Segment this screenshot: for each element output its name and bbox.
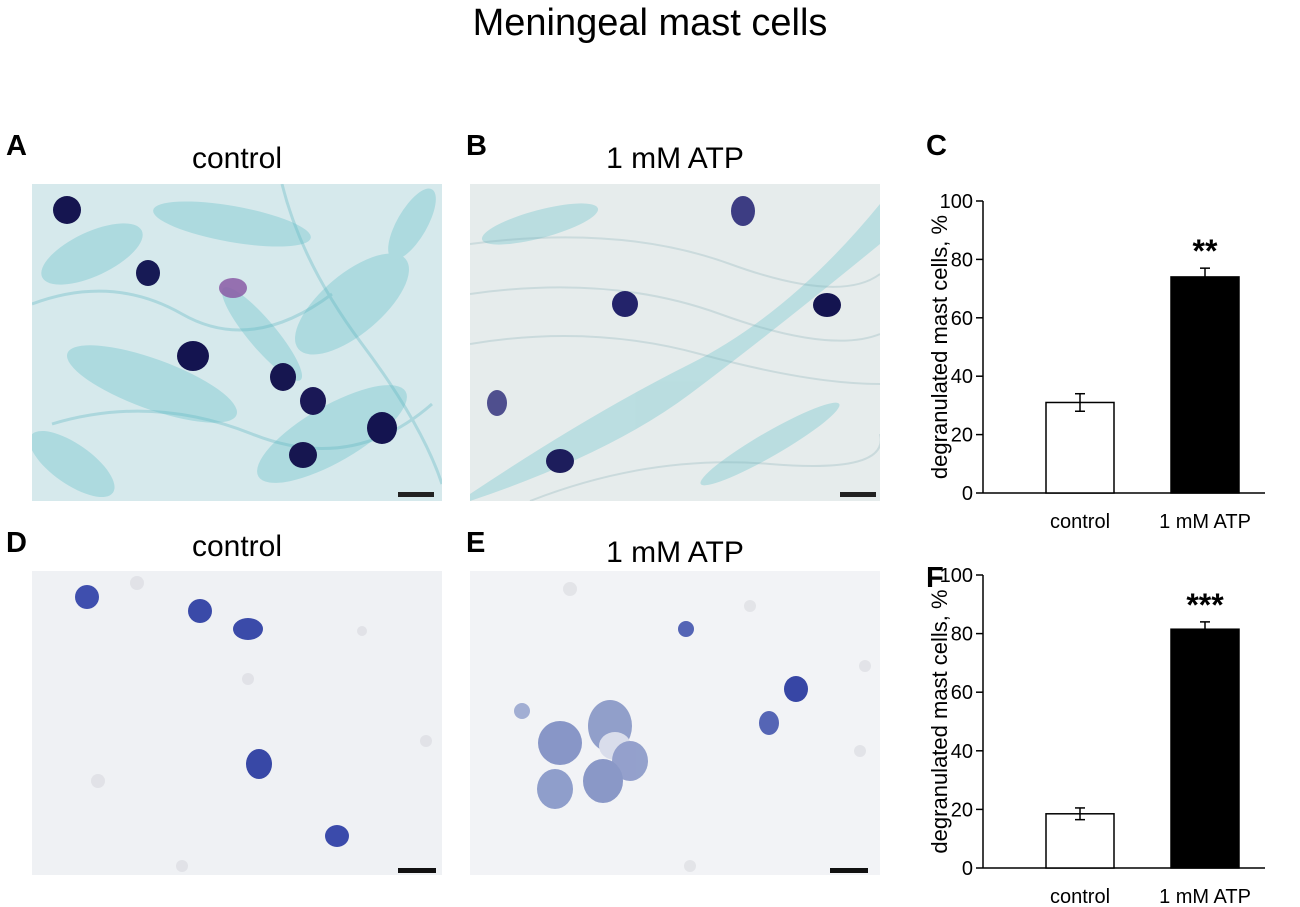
panel-label-c: C bbox=[926, 130, 947, 162]
bar bbox=[1170, 276, 1240, 494]
degranulated-mast-cell bbox=[612, 741, 648, 781]
mast-cells-a bbox=[53, 196, 397, 468]
mast-cell bbox=[487, 390, 507, 416]
figure-title: Meningeal mast cells bbox=[472, 2, 828, 44]
y-tick-label: 60 bbox=[951, 682, 973, 704]
mast-cell bbox=[612, 291, 638, 317]
scale-bar bbox=[398, 492, 434, 497]
bar bbox=[1170, 628, 1240, 869]
mast-cell bbox=[325, 825, 349, 847]
y-tick-label: 0 bbox=[962, 858, 973, 880]
degranulated-mast-cell bbox=[219, 278, 247, 298]
panel-label-a: A bbox=[6, 130, 27, 162]
panel-label-e: E bbox=[466, 527, 486, 559]
mast-cell bbox=[678, 621, 694, 637]
mast-cell bbox=[270, 363, 296, 391]
significance-label: ** bbox=[1193, 233, 1218, 269]
y-tick-label: 40 bbox=[951, 741, 973, 763]
degranulated-mast-cell bbox=[537, 769, 573, 809]
panel-label-d: D bbox=[6, 527, 27, 559]
y-tick-label: 80 bbox=[951, 624, 973, 646]
scale-bar bbox=[830, 868, 868, 873]
mast-cell bbox=[546, 449, 574, 473]
panel-a-title: control bbox=[191, 142, 283, 175]
degranulated-mast-cell bbox=[583, 759, 623, 803]
micrograph-d-control bbox=[32, 571, 442, 875]
micrograph-b-atp bbox=[470, 184, 880, 501]
mast-cell bbox=[177, 341, 209, 371]
y-tick-label: 40 bbox=[951, 366, 973, 388]
degranulated-mast-cell bbox=[538, 721, 582, 765]
mast-cell bbox=[75, 585, 99, 609]
mast-cell bbox=[731, 196, 755, 226]
panel-label-b: B bbox=[466, 130, 487, 162]
bar bbox=[1045, 813, 1115, 869]
y-tick-label: 100 bbox=[940, 565, 973, 587]
y-tick-label: 60 bbox=[951, 308, 973, 330]
panel-b-title: 1 mM ATP bbox=[606, 142, 744, 175]
mast-cell bbox=[136, 260, 160, 286]
micrograph-a-control bbox=[32, 184, 442, 501]
y-tick-label: 0 bbox=[962, 483, 973, 505]
micrograph-e-atp bbox=[470, 571, 880, 875]
panel-e-title: 1 mM ATP bbox=[606, 536, 744, 569]
y-tick-label: 20 bbox=[951, 799, 973, 821]
degranulated-mast-cell bbox=[514, 703, 530, 719]
scale-bar bbox=[840, 492, 876, 497]
mast-cell bbox=[53, 196, 81, 224]
mast-cell bbox=[246, 749, 272, 779]
scale-bar bbox=[398, 868, 436, 873]
panel-label-f: F bbox=[926, 562, 944, 594]
significance-label: *** bbox=[1186, 587, 1224, 623]
y-axis-label: degranulated mast cells, % bbox=[927, 589, 952, 853]
mast-cell bbox=[233, 618, 263, 640]
mast-cell bbox=[188, 599, 212, 623]
y-tick-label: 100 bbox=[940, 191, 973, 213]
mast-cell bbox=[784, 676, 808, 702]
y-tick-label: 20 bbox=[951, 425, 973, 447]
y-tick-label: 80 bbox=[951, 249, 973, 271]
mast-cell bbox=[813, 293, 841, 317]
x-category-label: control bbox=[1050, 886, 1110, 907]
x-category-label: 1 mM ATP bbox=[1159, 511, 1251, 533]
mast-cell bbox=[300, 387, 326, 415]
x-category-label: control bbox=[1050, 511, 1110, 533]
x-category-label: 1 mM ATP bbox=[1159, 886, 1251, 907]
bar bbox=[1045, 401, 1115, 494]
mast-cell bbox=[367, 412, 397, 444]
mast-cell bbox=[289, 442, 317, 468]
y-axis-label: degranulated mast cells, % bbox=[927, 215, 952, 479]
mast-cell bbox=[759, 711, 779, 735]
panel-d-title: control bbox=[191, 530, 283, 563]
